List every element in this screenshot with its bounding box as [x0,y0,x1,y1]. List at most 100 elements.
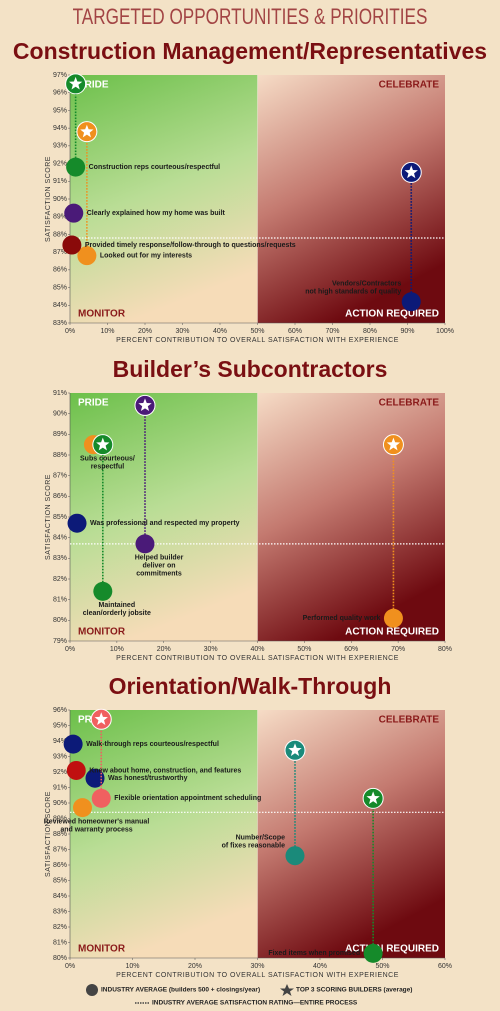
x-axis-label: PERCENT CONTRIBUTION TO OVERALL SATISFAC… [116,972,399,979]
y-axis-label: SATISFACTION SCORE [45,474,52,560]
point-label: deliver on [142,563,175,570]
point-label: Walk-through reps courteous/respectful [86,741,219,748]
x-tick-label: 60% [288,328,302,335]
top3-star [68,76,83,90]
quadrant-label: ACTION REQUIRED [345,944,439,955]
point-label: Helped builder [135,555,184,562]
quadrant-label: PRIDE [78,80,109,91]
point-label: Subs courteous/ [80,456,135,463]
x-tick-label: 50% [375,963,389,970]
y-tick-label: 80% [53,617,67,624]
chart: Builder’s Subcontractors 79% 80% 81% 82% 83% 8… [45,356,452,662]
x-tick-label: 0% [65,963,75,970]
top3-star [94,712,108,725]
point-label: Vendors/Contractors [332,281,401,288]
industry-marker [135,534,155,554]
industry-marker [85,768,105,788]
y-tick-label: 81% [53,939,67,946]
x-tick-label: 70% [325,328,339,335]
point-label: Construction reps courteous/respectful [89,164,221,171]
x-tick-label: 60% [438,963,452,970]
x-tick-label: 70% [391,646,405,653]
quadrant-label: CELEBRATE [379,715,440,726]
point-label: Provided timely response/follow-through … [85,242,296,249]
y-tick-label: 84% [53,893,67,900]
y-tick-label: 81% [53,597,67,604]
y-tick-label: 85% [53,284,67,291]
y-tick-label: 82% [53,924,67,931]
industry-marker [285,846,305,866]
industry-marker [401,292,421,312]
quadrant-label: PRIDE [78,398,109,409]
point-label: Was honest/trustworthy [108,775,188,782]
y-tick-label: 96% [53,90,67,97]
y-tick-label: 90% [53,411,67,418]
legend-item: TOP 3 SCORING BUILDERS (average) [296,987,412,994]
x-tick-label: 20% [157,646,171,653]
y-tick-label: 83% [53,320,67,327]
y-tick-label: 93% [53,143,67,150]
industry-marker [67,513,87,533]
x-tick-label: 50% [297,646,311,653]
point-label: Looked out for my interests [100,253,192,260]
x-axis-label: PERCENT CONTRIBUTION TO OVERALL SATISFAC… [116,655,399,662]
industry-marker [363,943,383,963]
y-tick-label: 94% [53,125,67,132]
y-tick-label: 92% [53,769,67,776]
y-tick-label: 79% [53,638,67,645]
y-tick-label: 85% [53,514,67,521]
y-tick-label: 80% [53,955,67,962]
chart-title: Builder’s Subcontractors [113,356,388,382]
x-tick-label: 20% [188,963,202,970]
point-label: commitments [136,571,182,578]
x-tick-label: 80% [363,328,377,335]
point-label: Maintained [99,602,136,609]
top3-star [96,437,110,451]
y-tick-label: 94% [53,738,67,745]
legend-item: INDUSTRY AVERAGE (builders 500 + closing… [101,987,260,994]
y-tick-label: 83% [53,908,67,915]
y-tick-label: 91% [53,390,67,397]
y-tick-label: 97% [53,72,67,79]
point-label: Was professional and respected my proper… [90,520,240,527]
x-tick-label: 10% [100,328,114,335]
quadrant-label: CELEBRATE [379,398,440,409]
top3-star [80,124,94,138]
top3-star [386,437,401,451]
y-tick-label: 85% [53,877,67,884]
chart-title: Construction Management/Representatives [13,38,487,64]
y-axis-label: SATISFACTION SCORE [45,791,52,877]
industry-marker [91,788,111,808]
y-tick-label: 87% [53,473,67,480]
point-label: of fixes reasonable [222,843,286,850]
point-label: Reviewed homeowner's manual [44,818,150,825]
quadrant-left [70,710,258,958]
top3-star [288,743,302,756]
point-label: respectful [91,464,125,471]
point-label: Number/Scope [236,835,286,842]
x-tick-label: 50% [250,328,264,335]
point-label: Fixed items when promised [268,950,360,957]
point-label: Performed quality work [303,615,381,622]
x-axis-label: PERCENT CONTRIBUTION TO OVERALL SATISFAC… [116,337,399,344]
y-tick-label: 90% [53,196,67,203]
industry-marker [73,798,92,818]
quadrant-label: ACTION REQUIRED [345,627,439,638]
quadrant-label: MONITOR [78,309,126,320]
page-title: TARGETED OPPORTUNITIES & PRIORITIES [73,5,428,30]
industry-marker [383,608,403,628]
y-tick-label: 83% [53,555,67,562]
industry-marker [66,157,86,177]
x-tick-label: 60% [344,646,358,653]
y-tick-label: 89% [53,431,67,438]
point-label: and warranty process [60,826,132,833]
point-label: Knew about home, construction, and featu… [89,767,241,774]
x-tick-label: 90% [400,328,414,335]
y-tick-label: 87% [53,846,67,853]
point-label: clean/orderly jobsite [83,610,151,617]
y-tick-label: 92% [53,160,67,167]
y-tick-label: 82% [53,576,67,583]
x-tick-label: 0% [65,646,75,653]
top3-star [404,165,418,179]
y-tick-label: 93% [53,753,67,760]
